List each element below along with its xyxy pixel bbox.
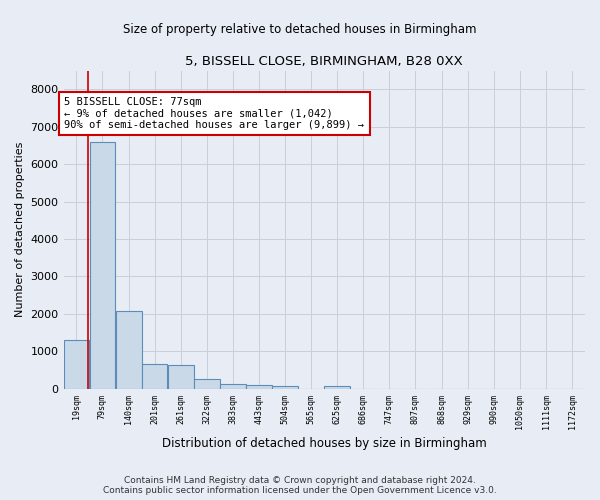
Bar xyxy=(89,142,115,389)
Bar xyxy=(272,386,298,389)
X-axis label: Distribution of detached houses by size in Birmingham: Distribution of detached houses by size … xyxy=(162,437,487,450)
Bar xyxy=(220,384,245,389)
Text: Contains HM Land Registry data © Crown copyright and database right 2024.
Contai: Contains HM Land Registry data © Crown c… xyxy=(103,476,497,495)
Bar xyxy=(64,340,89,389)
Bar xyxy=(324,386,350,389)
Title: 5, BISSELL CLOSE, BIRMINGHAM, B28 0XX: 5, BISSELL CLOSE, BIRMINGHAM, B28 0XX xyxy=(185,55,463,68)
Text: 5 BISSELL CLOSE: 77sqm
← 9% of detached houses are smaller (1,042)
90% of semi-d: 5 BISSELL CLOSE: 77sqm ← 9% of detached … xyxy=(64,97,364,130)
Bar xyxy=(142,364,167,389)
Bar xyxy=(246,384,272,389)
Bar xyxy=(194,380,220,389)
Text: Size of property relative to detached houses in Birmingham: Size of property relative to detached ho… xyxy=(123,22,477,36)
Bar xyxy=(168,365,194,389)
Y-axis label: Number of detached properties: Number of detached properties xyxy=(15,142,25,318)
Bar xyxy=(116,311,142,389)
